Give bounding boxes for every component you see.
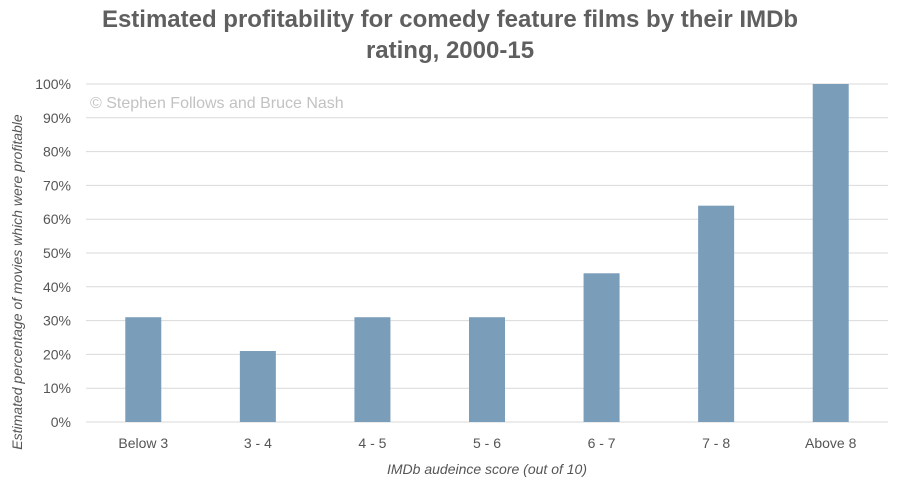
bar-5-6 [469,317,505,422]
x-tick-label: 3 - 4 [244,435,272,451]
gridlines [86,83,888,423]
bar-3-4 [239,351,276,422]
y-tick-label: 70% [43,177,71,193]
y-tick-label: 40% [43,279,71,295]
x-tick-label: 6 - 7 [588,435,616,451]
watermark: © Stephen Follows and Bruce Nash [90,95,344,112]
y-tick-label: 80% [43,144,71,160]
bar-above-8 [812,84,849,422]
y-tick-label: 100% [35,76,71,92]
y-axis-ticks: 0% 10% 20% 30% 40% 50% 60% 70% 80% 90% 100% [35,76,71,430]
y-tick-label: 30% [43,313,71,329]
chart-title: Estimated profitability for comedy featu… [0,4,900,66]
x-tick-label: 7 - 8 [702,435,730,451]
y-tick-label: 20% [43,346,71,362]
chart-title-line-1: Estimated profitability for comedy featu… [101,6,799,33]
x-tick-label: 5 - 6 [473,435,501,451]
x-axis-label: IMDb audeince score (out of 10) [387,461,587,477]
bar-7-8 [698,205,735,422]
y-tick-label: 0% [51,414,71,430]
x-tick-label: 4 - 5 [358,435,386,451]
bar-6-7 [583,273,620,422]
y-tick-label: 10% [43,380,71,396]
bar-below-3 [125,317,162,422]
chart-title-line-2: rating, 2000-15 [365,37,535,64]
bars [125,84,849,422]
y-axis-label: Estimated percentage of movies which wer… [9,114,25,450]
x-tick-label: Below 3 [118,435,168,451]
x-tick-label: Above 8 [805,435,857,451]
x-axis-ticks: Below 3 3 - 4 4 - 5 5 - 6 6 - 7 7 - 8 Above 8 [118,435,856,451]
y-tick-label: 60% [43,211,71,227]
y-tick-label: 50% [43,245,71,261]
bar-4-5 [354,317,391,422]
y-tick-label: 90% [43,110,71,126]
